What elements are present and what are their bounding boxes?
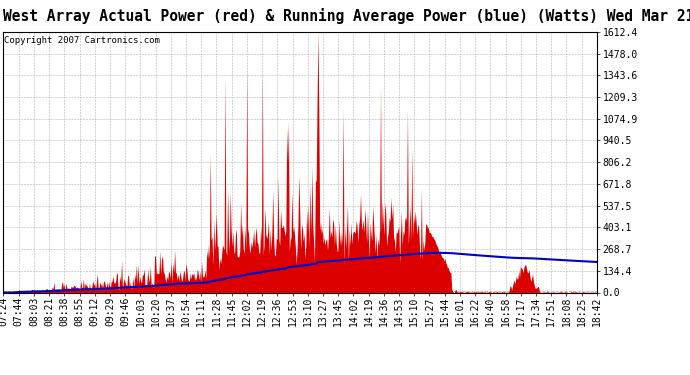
- Text: Copyright 2007 Cartronics.com: Copyright 2007 Cartronics.com: [4, 36, 160, 45]
- Text: West Array Actual Power (red) & Running Average Power (blue) (Watts) Wed Mar 21 : West Array Actual Power (red) & Running …: [3, 8, 690, 24]
